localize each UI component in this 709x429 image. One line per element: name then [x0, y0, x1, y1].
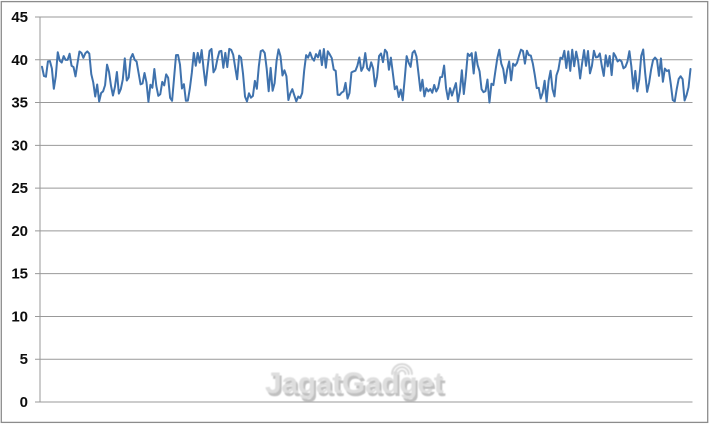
- svg-text:30: 30: [11, 137, 28, 154]
- svg-text:45: 45: [11, 9, 28, 26]
- svg-text:25: 25: [11, 180, 28, 197]
- svg-text:0: 0: [20, 394, 28, 411]
- svg-text:40: 40: [11, 52, 28, 69]
- svg-text:35: 35: [11, 95, 28, 112]
- svg-text:JagatGadget: JagatGadget: [265, 367, 444, 400]
- svg-text:10: 10: [11, 308, 28, 325]
- svg-text:5: 5: [20, 351, 28, 368]
- svg-text:15: 15: [11, 266, 28, 283]
- svg-text:20: 20: [11, 223, 28, 240]
